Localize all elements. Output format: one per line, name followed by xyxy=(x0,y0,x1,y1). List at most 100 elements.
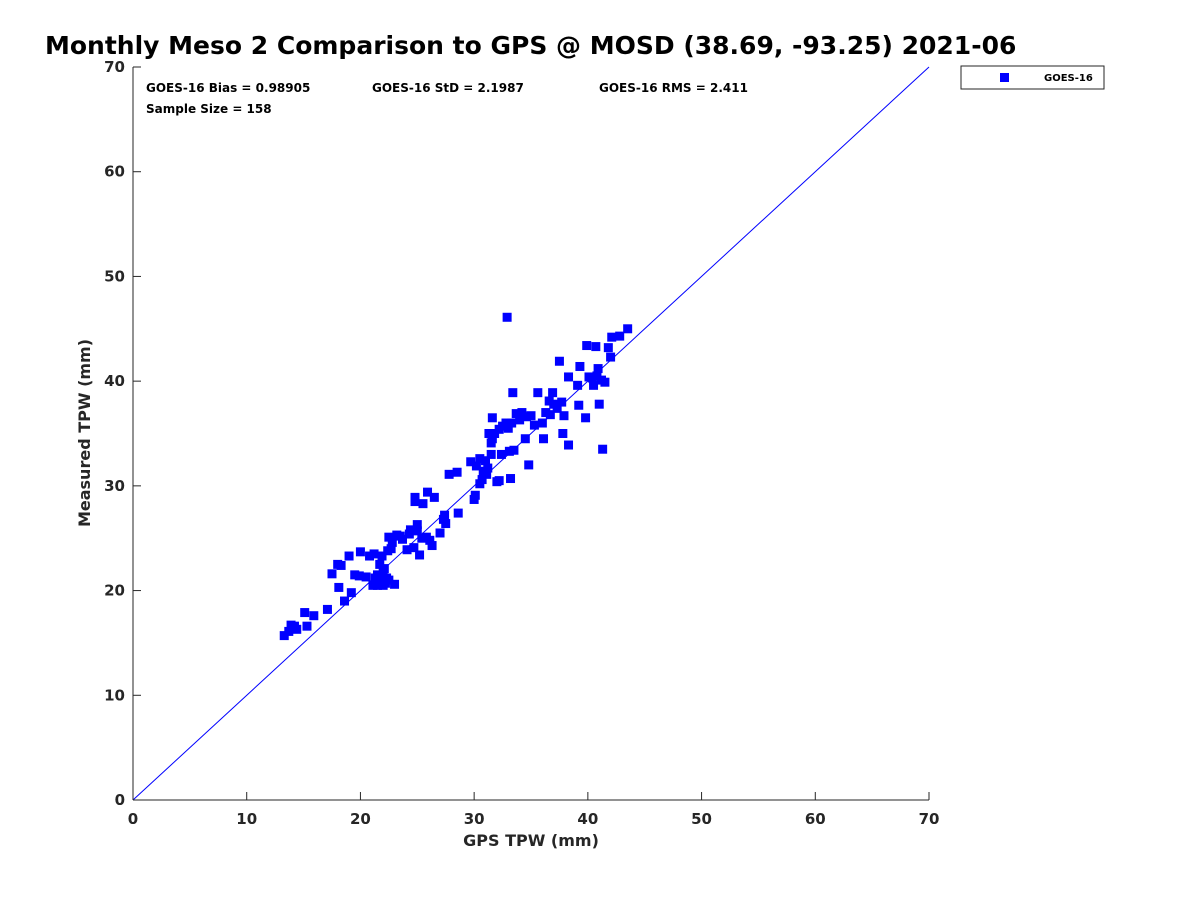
data-point xyxy=(591,342,601,352)
data-point xyxy=(537,418,547,428)
data-point xyxy=(409,543,419,553)
data-point xyxy=(615,331,625,341)
data-point xyxy=(471,461,481,471)
data-point xyxy=(376,575,386,585)
data-point xyxy=(384,575,394,585)
data-point xyxy=(504,446,514,456)
chart-title: Monthly Meso 2 Comparison to GPS @ MOSD … xyxy=(45,31,1016,60)
x-tick-label: 60 xyxy=(805,810,826,828)
data-point xyxy=(475,454,485,464)
data-point xyxy=(386,544,396,554)
data-point xyxy=(486,449,496,459)
data-point xyxy=(607,332,617,342)
data-point xyxy=(496,449,506,459)
data-point xyxy=(470,490,480,500)
legend-box xyxy=(960,65,1105,90)
data-point xyxy=(390,579,400,589)
data-point xyxy=(453,508,463,518)
data-point xyxy=(279,631,289,641)
data-point xyxy=(452,467,462,477)
data-point xyxy=(302,621,312,631)
data-point xyxy=(598,444,608,454)
stat-rms: GOES-16 RMS = 2.411 xyxy=(599,81,748,95)
x-tick-label: 50 xyxy=(691,810,712,828)
data-point xyxy=(423,487,433,497)
stat-std: GOES-16 StD = 2.1987 xyxy=(372,81,524,95)
data-point xyxy=(379,564,389,574)
data-point xyxy=(623,324,633,334)
data-point xyxy=(564,372,574,382)
data-point xyxy=(284,626,294,636)
data-point xyxy=(387,537,397,547)
data-point xyxy=(435,528,445,538)
data-point xyxy=(494,476,504,486)
data-point xyxy=(557,397,567,407)
legend-label-goes16: GOES-16 xyxy=(1044,73,1093,84)
data-point xyxy=(334,582,344,592)
data-point xyxy=(606,352,616,362)
data-point xyxy=(502,312,512,322)
data-point xyxy=(509,445,519,455)
data-point xyxy=(336,560,346,570)
stat-bias: GOES-16 Bias = 0.98905 xyxy=(146,81,310,95)
data-point xyxy=(440,510,450,520)
data-point xyxy=(533,388,543,398)
data-point xyxy=(444,469,454,479)
data-point xyxy=(354,571,364,581)
data-point xyxy=(548,388,558,398)
data-point xyxy=(441,519,451,529)
data-point xyxy=(541,408,551,418)
data-point xyxy=(508,388,518,398)
data-point xyxy=(418,499,428,509)
data-point xyxy=(511,409,521,419)
data-point xyxy=(501,418,511,428)
data-point xyxy=(344,551,354,561)
data-point xyxy=(594,399,604,409)
data-point xyxy=(417,533,427,543)
data-point xyxy=(515,415,525,425)
data-point xyxy=(529,420,539,430)
x-tick-label: 0 xyxy=(128,810,138,828)
data-point xyxy=(477,475,487,485)
data-point xyxy=(369,549,379,559)
data-point xyxy=(589,380,599,390)
data-point xyxy=(526,411,536,421)
data-point xyxy=(425,535,435,545)
data-point xyxy=(592,371,602,381)
data-point xyxy=(544,396,554,406)
data-point xyxy=(483,463,493,473)
data-point xyxy=(377,551,387,561)
data-point xyxy=(484,429,494,438)
data-point xyxy=(587,373,597,383)
y-tick-label: 10 xyxy=(104,686,125,704)
data-point xyxy=(581,413,591,423)
data-point xyxy=(521,412,531,422)
y-axis-label: Measured TPW (mm) xyxy=(75,339,94,527)
data-point xyxy=(575,361,585,371)
y-tick-label: 0 xyxy=(115,791,125,809)
data-point xyxy=(309,611,319,621)
data-point xyxy=(410,497,420,507)
x-axis-label: GPS TPW (mm) xyxy=(463,831,599,850)
data-point xyxy=(466,457,476,467)
x-tick-label: 70 xyxy=(919,810,940,828)
data-point xyxy=(558,429,568,438)
data-point xyxy=(292,624,302,634)
data-point xyxy=(365,551,375,561)
data-point xyxy=(402,545,412,555)
data-point xyxy=(603,343,613,353)
data-point xyxy=(564,440,574,450)
data-point xyxy=(322,604,332,614)
data-point xyxy=(487,434,497,444)
y-tick-label: 20 xyxy=(104,582,125,600)
data-point xyxy=(559,411,569,421)
data-point xyxy=(350,570,360,580)
axes-group: 0 10 20 30 40 50 60 70 0 10 20 30 40 50 60 70 xyxy=(104,58,939,828)
data-point xyxy=(415,550,425,560)
y-tick-label: 40 xyxy=(104,372,125,390)
data-point xyxy=(481,456,491,466)
data-point xyxy=(355,547,365,557)
legend: GOES-16 xyxy=(960,65,1105,90)
data-point xyxy=(545,410,555,420)
